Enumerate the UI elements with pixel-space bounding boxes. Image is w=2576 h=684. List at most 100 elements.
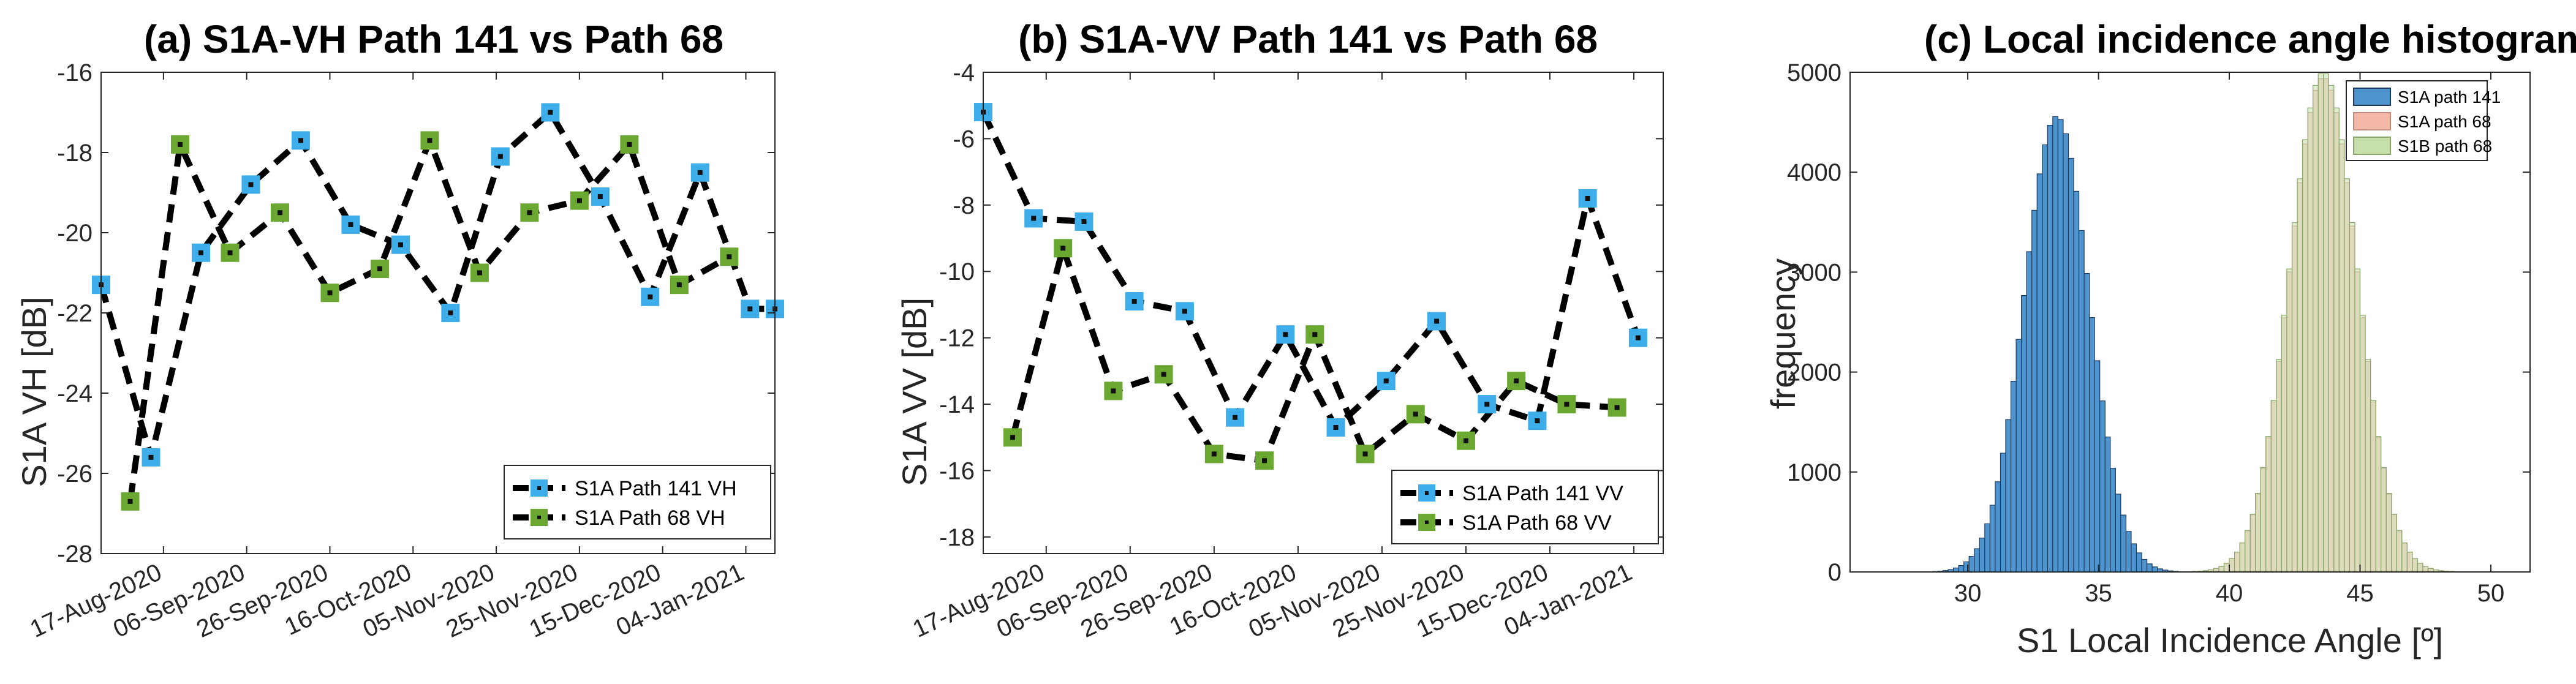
hist-bar <box>1984 523 1991 573</box>
legend-label-s1b-68: S1B path 68 <box>2398 137 2492 156</box>
data-point-68 <box>270 203 289 222</box>
hist-bar <box>2021 295 2027 573</box>
y-tick-label: -22 <box>57 300 93 327</box>
hist-bar <box>2365 359 2371 573</box>
hist-bar <box>2422 566 2429 573</box>
hist-bar <box>2255 492 2261 573</box>
hist-bar <box>2229 558 2235 573</box>
data-point-68 <box>420 131 439 150</box>
data-point-68 <box>1154 365 1173 384</box>
data-point-68 <box>121 492 140 511</box>
hist-bar <box>2094 360 2101 573</box>
hist-bar <box>2010 380 2017 573</box>
data-point-141 <box>1578 189 1597 208</box>
hist-bar <box>2099 400 2106 573</box>
y-tick-label: 3000 <box>1787 259 1841 286</box>
hist-bar <box>2297 178 2303 573</box>
hist-bar <box>2349 222 2355 573</box>
data-point-68 <box>221 243 240 262</box>
panel-c-x-axis-label: S1 Local Incidence Angle [º] <box>2017 621 2443 660</box>
panel-b-vv-chart: (b) S1A-VV Path 141 vs Path 68 S1A VV [d… <box>895 17 1664 643</box>
data-point-141 <box>1125 292 1144 311</box>
data-point-68 <box>1003 428 1022 447</box>
data-point-68 <box>1406 405 1425 424</box>
hist-bar <box>2036 173 2043 573</box>
y-tick-label: 0 <box>1828 559 1841 586</box>
data-point-141 <box>1478 395 1497 414</box>
hist-bar <box>1974 548 1980 573</box>
panel-b-axes-box <box>983 72 1664 554</box>
data-point-141 <box>1528 412 1547 430</box>
data-point-141 <box>441 304 460 322</box>
data-point-68 <box>1305 325 1324 344</box>
panel-b-legend: S1A Path 141 VV S1A Path 68 VV <box>1391 470 1659 544</box>
data-point-141 <box>391 235 410 254</box>
data-point-141 <box>291 131 310 150</box>
hist-bar <box>2068 157 2074 573</box>
x-tick-label: 40 <box>2216 580 2243 607</box>
hist-bar <box>2131 543 2137 573</box>
hist-bar <box>2354 268 2361 573</box>
legend-label-141-vh: S1A Path 141 VH <box>575 477 737 500</box>
data-point-141 <box>591 187 610 206</box>
hist-bar <box>2333 107 2340 573</box>
series-line-68 <box>127 137 731 502</box>
hist-bar <box>2396 530 2403 573</box>
hist-bar <box>2078 230 2085 573</box>
y-tick-label: -6 <box>953 126 975 152</box>
data-point-141 <box>1276 325 1295 344</box>
data-point-68 <box>470 263 489 282</box>
data-point-68 <box>720 247 739 266</box>
hist-bar <box>2089 317 2095 573</box>
data-point-141 <box>541 103 560 122</box>
data-point-68 <box>1054 239 1073 258</box>
y-tick-label: -14 <box>939 391 975 418</box>
hist-bar <box>2141 558 2148 573</box>
series-line-68 <box>1010 245 1617 464</box>
hist-bar <box>2344 178 2351 573</box>
hist-series-s1b-path-68 <box>2192 73 2455 573</box>
x-tick-label: 50 <box>2477 580 2505 607</box>
y-tick-label: -16 <box>939 457 975 484</box>
y-tick-label: -26 <box>57 460 93 487</box>
hist-bar <box>2218 566 2225 573</box>
y-tick-label: 5000 <box>1787 59 1841 86</box>
hist-bar <box>2276 359 2283 573</box>
data-point-68 <box>1104 381 1123 400</box>
x-tick-label: 35 <box>2085 580 2112 607</box>
hist-bar <box>2063 133 2069 573</box>
panel-a-title: (a) S1A-VH Path 141 vs Path 68 <box>144 17 723 61</box>
hist-bar <box>2286 268 2293 573</box>
hist-bar <box>2146 563 2153 573</box>
hist-bar <box>2083 272 2090 573</box>
y-tick-label: -24 <box>57 380 93 407</box>
y-tick-label: -10 <box>939 258 975 285</box>
data-point-141 <box>191 243 210 262</box>
data-point-141 <box>341 215 360 234</box>
hist-bar <box>2234 551 2240 573</box>
data-point-68 <box>1456 431 1475 450</box>
hist-bar <box>1968 556 1975 573</box>
hist-bar <box>2047 124 2053 573</box>
hist-bar <box>2317 73 2324 573</box>
y-tick-label: -16 <box>57 59 93 86</box>
data-point-68 <box>570 191 589 210</box>
hist-bar <box>2338 139 2345 573</box>
hist-bar <box>2260 467 2267 573</box>
hist-bar <box>2031 209 2038 573</box>
legend-label-s1a-141: S1A path 141 <box>2398 88 2501 107</box>
y-tick-label: 4000 <box>1787 159 1841 186</box>
y-tick-label: -28 <box>57 541 93 568</box>
hist-bar <box>1989 505 1996 573</box>
hist-bar <box>2270 399 2277 573</box>
y-tick-label: 1000 <box>1787 459 1841 486</box>
panel-b-y-axis-label: S1A VV [dB] <box>895 298 934 486</box>
hist-bar <box>2417 563 2423 573</box>
data-point-141 <box>1326 418 1345 437</box>
data-point-141 <box>1175 302 1194 321</box>
data-point-68 <box>320 284 339 303</box>
data-point-141 <box>1377 372 1396 391</box>
hist-bar <box>2000 453 2006 573</box>
data-point-141 <box>491 147 510 166</box>
hist-bar <box>2381 467 2387 573</box>
